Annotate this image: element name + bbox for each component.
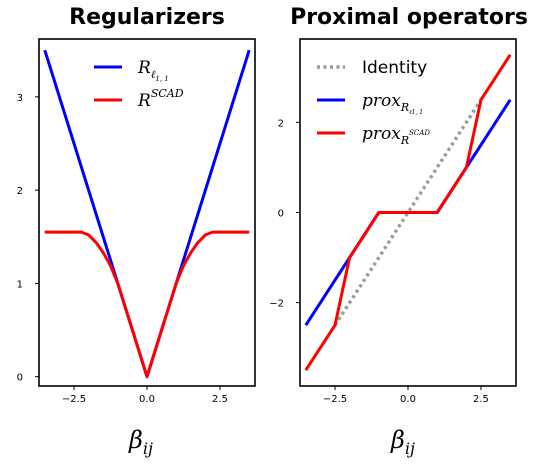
- plot-frame: [299, 38, 517, 387]
- series-group: [43, 49, 251, 379]
- axis-ticks: −2.5 0.0 2.5 −2 0 2: [269, 118, 489, 405]
- legend-label-prox-scad: proxRSCAD: [362, 124, 430, 147]
- chart-title: Regularizers: [69, 5, 225, 30]
- x-tick-label: 2.5: [473, 394, 489, 405]
- y-tick-label: 1: [17, 279, 23, 290]
- legend-label-r-scad: RSCAD: [137, 87, 184, 111]
- x-tick-label: −2.5: [62, 394, 86, 405]
- legend: Rℓ1, 1 RSCAD: [94, 58, 184, 111]
- chart-title: Proximal operators: [290, 5, 528, 30]
- chart-regularizers: Regularizers −2.5 0.0 2.5 0 1 2 3 βij Rℓ1, 1 R…: [17, 5, 256, 458]
- series-line: [44, 230, 250, 379]
- x-axis-label: βij: [128, 426, 153, 458]
- y-tick-label: −2: [269, 299, 284, 310]
- x-tick-label: 0.0: [400, 394, 416, 405]
- y-tick-label: 2: [278, 118, 284, 129]
- plot-frame: [38, 38, 256, 387]
- series-group: [304, 53, 512, 372]
- chart-proximal-operators: Proximal operators −2.5 0.0 2.5 −2 0 2 βij Id…: [269, 5, 528, 458]
- axis-ticks: −2.5 0.0 2.5 0 1 2 3: [17, 93, 228, 405]
- legend-label-identity: Identity: [362, 58, 427, 78]
- y-tick-label: 0: [278, 209, 284, 220]
- legend-label-r-l11: Rℓ1, 1: [137, 58, 169, 83]
- x-tick-label: 0.0: [139, 394, 155, 405]
- legend-label-prox-l11: proxRℓ1, 1: [362, 91, 423, 116]
- series-line: [304, 53, 512, 372]
- x-tick-label: 2.5: [212, 394, 228, 405]
- y-tick-label: 2: [17, 186, 23, 197]
- series-line: [333, 98, 483, 327]
- y-tick-label: 3: [17, 93, 23, 104]
- x-tick-label: −2.5: [323, 394, 347, 405]
- legend: Identity proxRℓ1, 1 proxRSCAD: [317, 58, 430, 147]
- y-tick-label: 0: [17, 373, 23, 384]
- x-axis-label: βij: [390, 426, 415, 458]
